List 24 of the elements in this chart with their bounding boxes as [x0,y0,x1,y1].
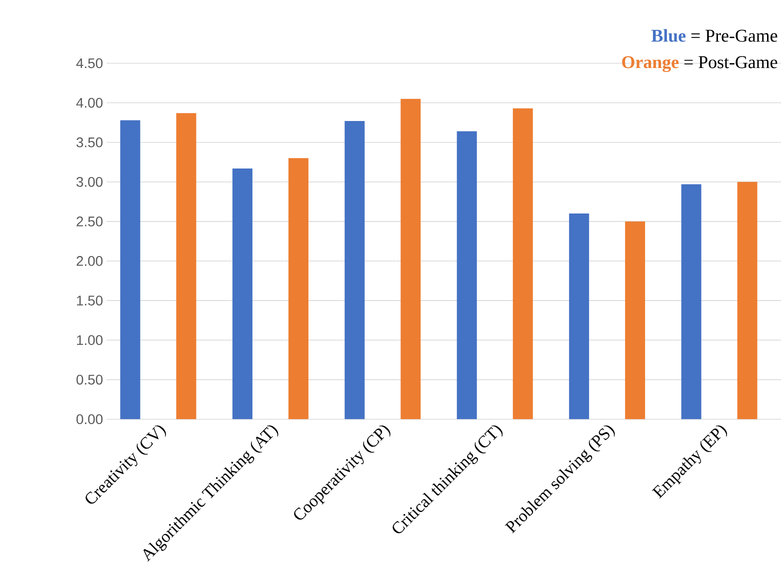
bar [456,131,477,420]
annotation: Orange = Post-Game [622,56,778,72]
y-tick-label: 3.00 [76,176,103,187]
bar [569,214,590,420]
bar [288,158,308,420]
y-tick-label: 0.50 [76,374,103,385]
y-tick-label: 2.00 [76,256,103,266]
bar [737,182,758,420]
y-tick-label: 0.00 [76,414,103,424]
y-tick-label: 1.00 [77,335,103,346]
bar [681,184,702,420]
text: Blue = Pre-Game [651,29,778,42]
y-tick-label: 1.50 [77,296,103,306]
bar [512,108,533,420]
y-tick-label: 3.50 [76,137,103,148]
y-tick-label: 2.50 [76,216,103,226]
bar [400,98,421,420]
bar [176,113,196,420]
bar [232,168,252,420]
y-tick-label: 4.00 [76,98,103,108]
bar [625,221,646,420]
bar [344,120,365,420]
bar [120,120,140,420]
y-tick-label: 4.50 [76,58,103,68]
